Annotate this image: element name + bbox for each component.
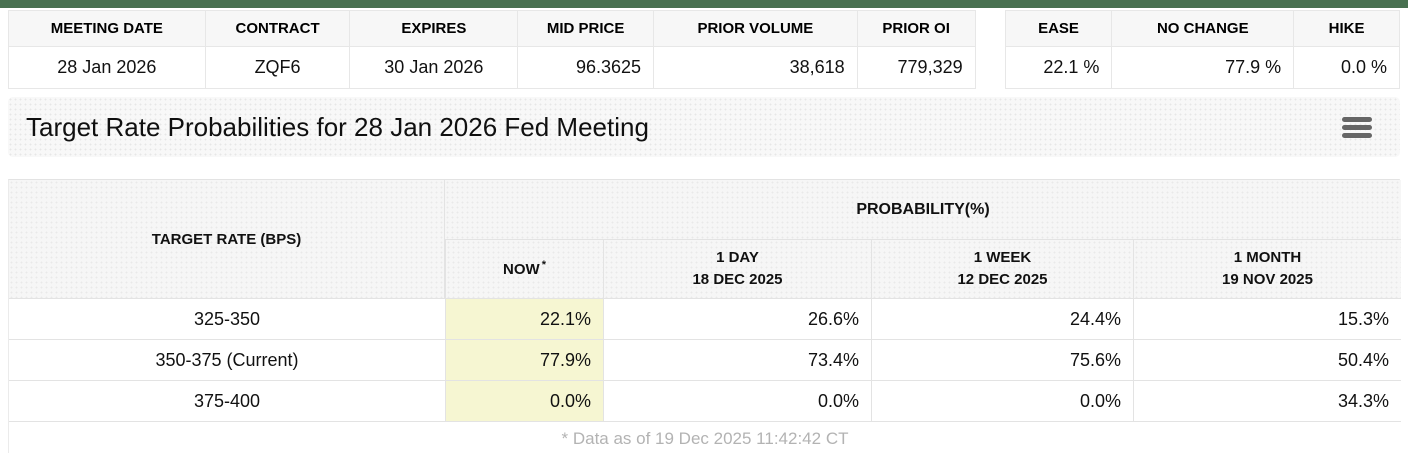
probability-cell-1day: 0.0% (603, 380, 871, 421)
mid-price-value: 96.3625 (517, 46, 655, 89)
hamburger-menu-icon (1342, 116, 1372, 122)
probability-cell-1day: 73.4% (603, 339, 871, 380)
action-header-row: EASE NO CHANGE HIKE (1004, 10, 1400, 47)
target-rate-label: 350-375 (Current) (9, 339, 445, 380)
contract-value: ZQF6 (204, 46, 351, 89)
footnote-asterisk: * (541, 258, 546, 271)
expires-header: EXPIRES (349, 10, 519, 47)
chart-context-menu-button[interactable] (1342, 113, 1376, 141)
summary-header-row: MEETING DATE CONTRACT EXPIRES MID PRICE … (8, 10, 976, 47)
expires-value: 30 Jan 2026 (349, 46, 519, 89)
probability-group-header: PROBABILITY(%) (445, 180, 1401, 240)
probability-cell-1month: 50.4% (1133, 339, 1401, 380)
probability-cell-1week: 24.4% (871, 298, 1133, 339)
now-column-header: NOW * (445, 240, 603, 298)
prior-volume-header: PRIOR VOLUME (653, 10, 858, 47)
probability-cell-1month: 15.3% (1133, 298, 1401, 339)
contract-header: CONTRACT (204, 10, 351, 47)
probability-cell-now: 77.9% (445, 339, 603, 380)
probability-cell-1week: 0.0% (871, 380, 1133, 421)
meeting-date-value: 28 Jan 2026 (8, 46, 206, 89)
probability-cell-now: 0.0% (445, 380, 603, 421)
ease-value: 22.1 % (1004, 46, 1113, 89)
hamburger-menu-icon (1342, 132, 1372, 138)
probability-cell-now: 22.1% (445, 298, 603, 339)
probability-cell-1month: 34.3% (1133, 380, 1401, 421)
prior-volume-value: 38,618 (653, 46, 858, 89)
no-change-header: NO CHANGE (1111, 10, 1295, 47)
one-day-column-header: 1 DAY 18 DEC 2025 (603, 240, 871, 298)
mid-price-header: MID PRICE (517, 10, 655, 47)
ease-header: EASE (1004, 10, 1113, 47)
hamburger-menu-icon (1342, 124, 1372, 130)
no-change-value: 77.9 % (1111, 46, 1295, 89)
contract-summary-table: MEETING DATE CONTRACT EXPIRES MID PRICE … (8, 10, 976, 89)
meeting-date-header: MEETING DATE (8, 10, 206, 47)
data-as-of-footnote: * Data as of 19 Dec 2025 11:42:42 CT (9, 421, 1401, 453)
prior-oi-value: 779,329 (856, 46, 976, 89)
hike-header: HIKE (1293, 10, 1400, 47)
probability-cell-1day: 26.6% (603, 298, 871, 339)
target-rate-label: 375-400 (9, 380, 445, 421)
summary-data-row: 28 Jan 2026 ZQF6 30 Jan 2026 96.3625 38,… (8, 46, 976, 89)
target-rate-bps-header: TARGET RATE (BPS) (9, 180, 445, 298)
contract-summary-section: MEETING DATE CONTRACT EXPIRES MID PRICE … (8, 10, 1400, 89)
page-title: Target Rate Probabilities for 28 Jan 202… (26, 111, 649, 142)
action-summary-table: EASE NO CHANGE HIKE 22.1 % 77.9 % 0.0 % (1004, 10, 1400, 89)
prior-oi-header: PRIOR OI (856, 10, 976, 47)
probability-cell-1week: 75.6% (871, 339, 1133, 380)
one-week-column-header: 1 WEEK 12 DEC 2025 (871, 240, 1133, 298)
top-accent-bar (0, 0, 1408, 8)
action-data-row: 22.1 % 77.9 % 0.0 % (1004, 46, 1400, 89)
one-month-column-header: 1 MONTH 19 NOV 2025 (1133, 240, 1401, 298)
target-rate-label: 325-350 (9, 298, 445, 339)
chart-header: Target Rate Probabilities for 28 Jan 202… (8, 97, 1400, 157)
target-rate-probability-table: TARGET RATE (BPS) PROBABILITY(%) NOW * 1 … (8, 179, 1401, 453)
hike-value: 0.0 % (1293, 46, 1400, 89)
